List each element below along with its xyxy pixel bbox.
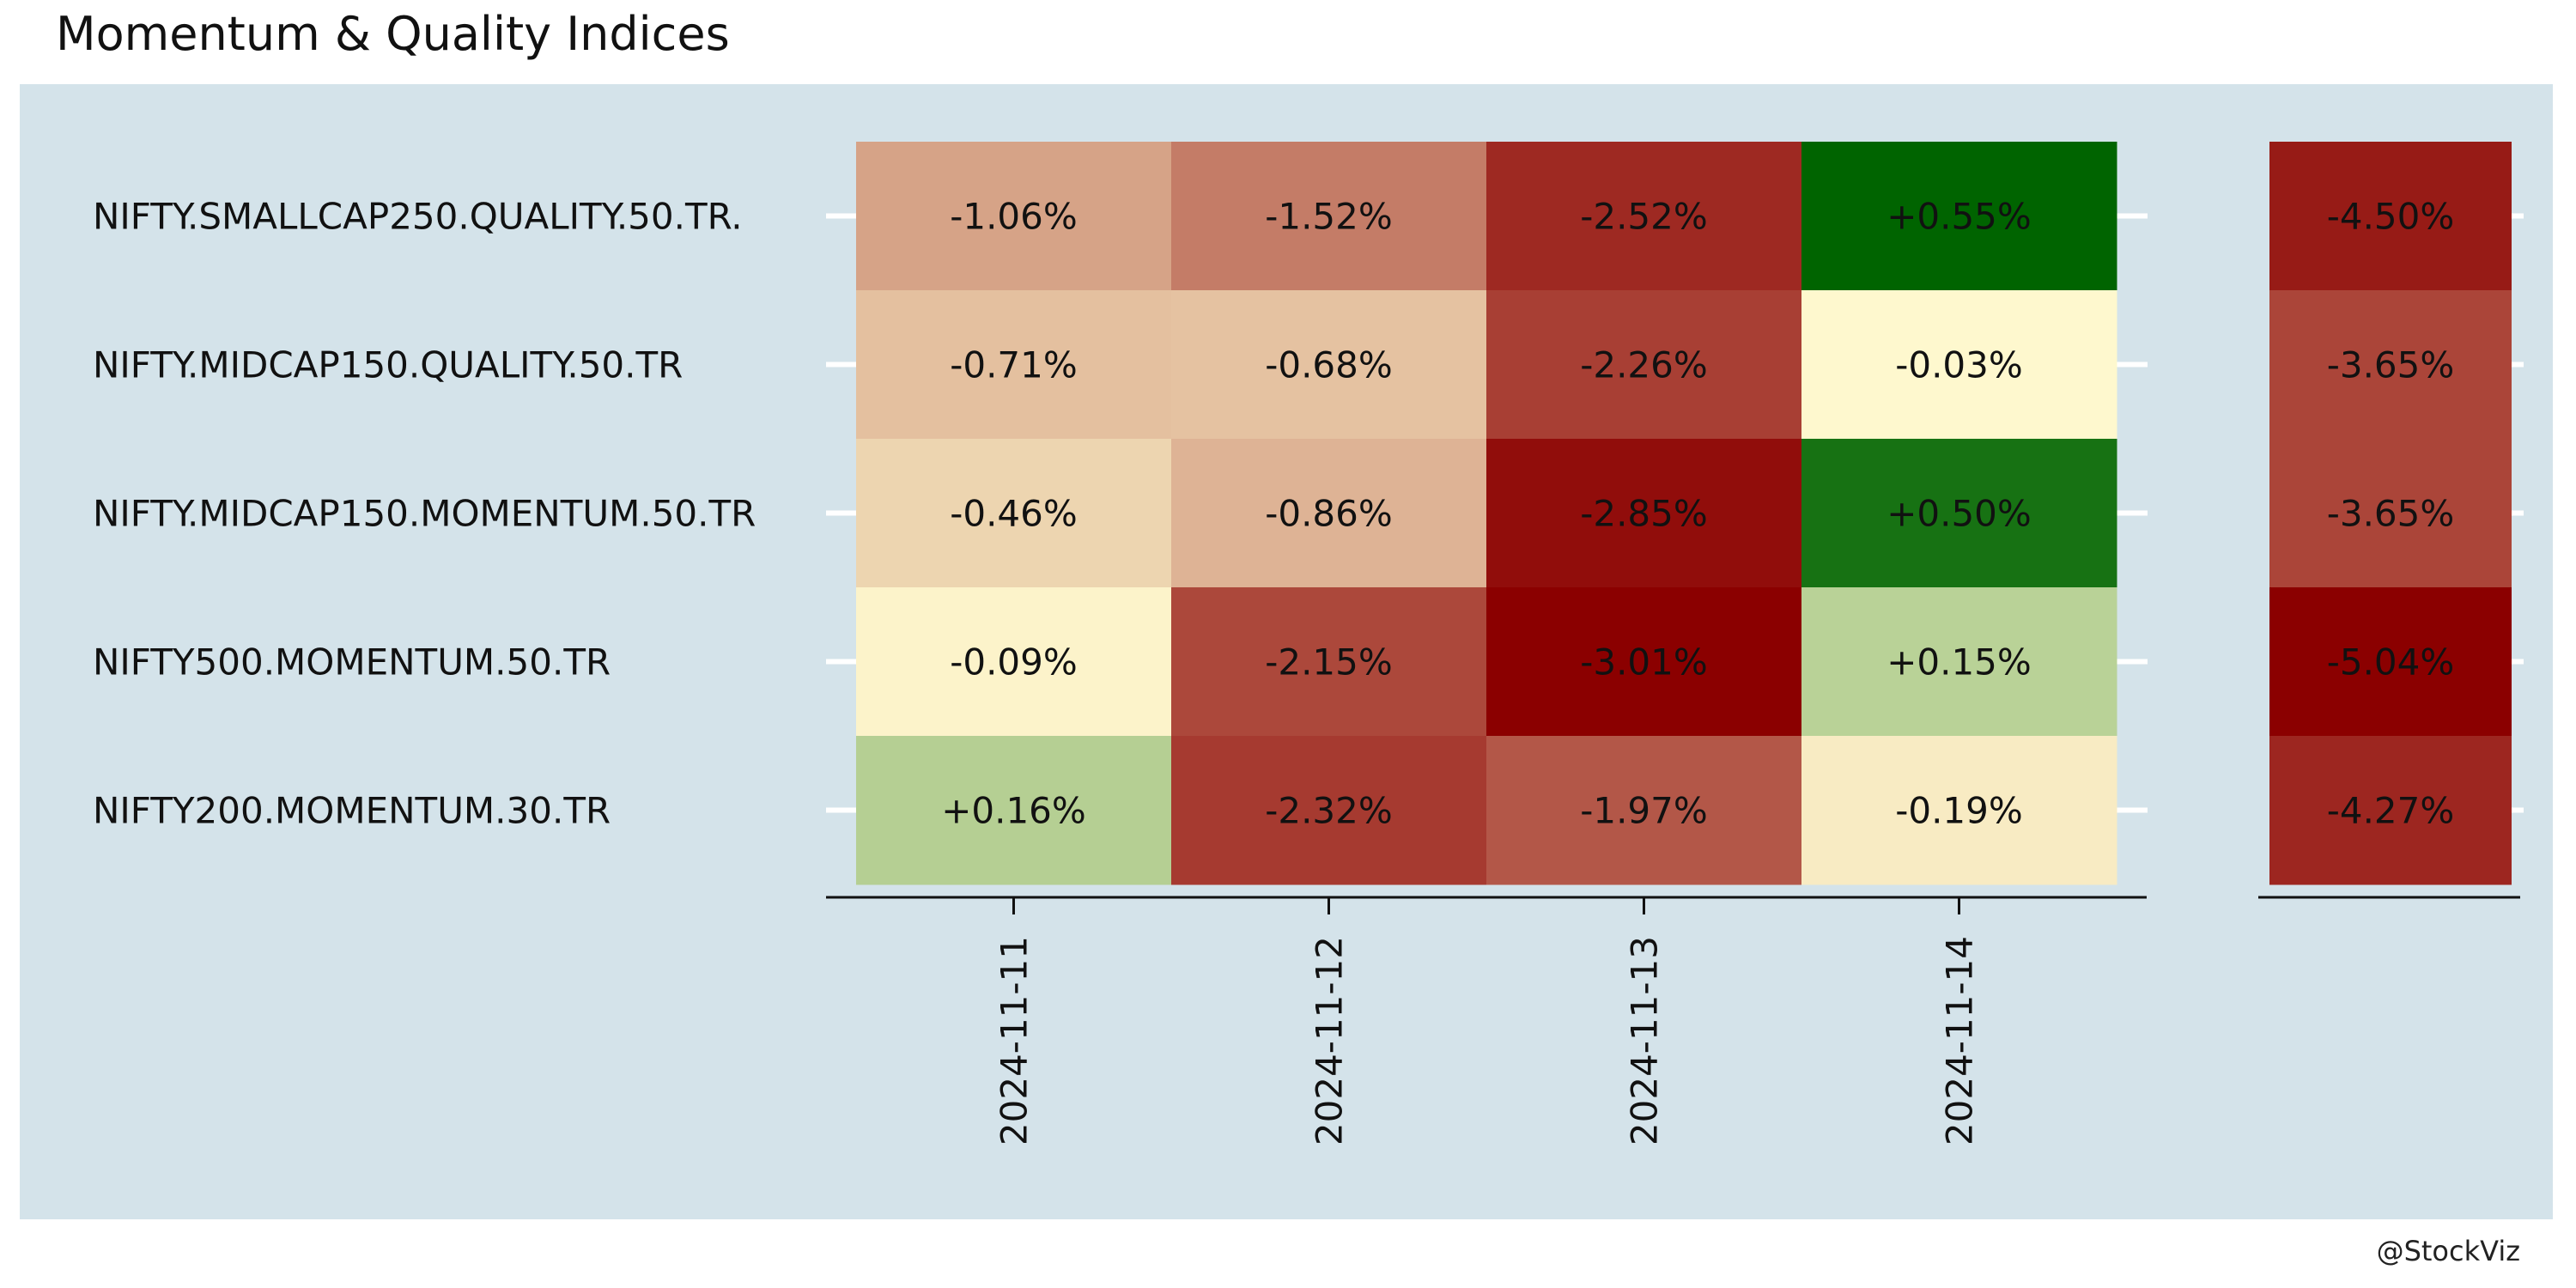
heatmap-cell [1171, 587, 1487, 737]
total-cell [2269, 439, 2512, 588]
heatmap-cell [856, 290, 1172, 440]
heatmap-cell [1801, 587, 2117, 737]
cell-value-label: +0.50% [1886, 493, 2032, 535]
total-cell [2269, 736, 2512, 885]
heatmap-cell [856, 587, 1172, 737]
cell-value-label: -0.09% [950, 641, 1078, 683]
row-labels: NIFTY.SMALLCAP250.QUALITY.50.TR. NIFTY.MI… [93, 196, 756, 832]
heatmap-cell [1171, 439, 1487, 588]
cell-value-label: -0.71% [950, 344, 1078, 386]
heatmap-cell [1486, 439, 1802, 588]
cell-value-label: -3.01% [1580, 641, 1708, 683]
row-label: NIFTY.MIDCAP150.MOMENTUM.50.TR [93, 493, 756, 535]
heatmap-cell [1486, 736, 1802, 885]
chart-caption: @StockViz [2377, 1235, 2520, 1267]
total-cell [2269, 587, 2512, 737]
total-cell [2269, 290, 2512, 440]
cell-value-label: -1.52% [1265, 196, 1393, 238]
heatmap-cell [856, 439, 1172, 588]
heatmap-cell [1171, 736, 1487, 885]
main-y-ticks [826, 213, 2524, 813]
heatmap-cell [1171, 142, 1487, 291]
cell-value-label: -2.15% [1265, 641, 1393, 683]
total-value-label: -3.65% [2327, 493, 2455, 535]
x-axes [826, 896, 2520, 914]
cell-value-label: -2.32% [1265, 790, 1393, 832]
cell-value-label: +0.15% [1886, 641, 2032, 683]
row-label: NIFTY.MIDCAP150.QUALITY.50.TR [93, 344, 683, 386]
row-label: NIFTY.SMALLCAP250.QUALITY.50.TR. [93, 196, 743, 238]
x-tick-labels: 2024-11-11 2024-11-12 2024-11-13 2024-11-14 [993, 936, 1981, 1145]
heatmap-cell [1801, 736, 2117, 885]
cell-value-label: -2.85% [1580, 493, 1708, 535]
row-label: NIFTY200.MOMENTUM.30.TR [93, 790, 611, 832]
total-value-label: -3.65% [2327, 344, 2455, 386]
cell-value-label: -1.97% [1580, 790, 1708, 832]
heatmap-cell [1801, 290, 2117, 440]
x-tick-label: 2024-11-12 [1309, 936, 1351, 1145]
chart-title: Momentum & Quality Indices [56, 7, 730, 61]
heatmap-cell [856, 736, 1172, 885]
cell-value-label: -1.06% [950, 196, 1078, 238]
heatmap-cell [1486, 142, 1802, 291]
heatmap-cell [1801, 439, 2117, 588]
cell-value-label: -2.26% [1580, 344, 1708, 386]
heatmap-cell [1486, 290, 1802, 440]
heatmap-cell [1171, 290, 1487, 440]
heatmap-cell [1486, 587, 1802, 737]
total-value-label: -4.50% [2327, 196, 2455, 238]
x-tick-label: 2024-11-13 [1624, 936, 1666, 1145]
heatmap-cell [856, 142, 1172, 291]
cell-value-label: +0.16% [941, 790, 1086, 832]
x-tick-label: 2024-11-14 [1939, 936, 1981, 1145]
row-label: NIFTY500.MOMENTUM.50.TR [93, 641, 611, 683]
cell-value-label: -0.19% [1895, 790, 2023, 832]
cell-value-label: +0.55% [1886, 196, 2032, 238]
main-heatmap-cells: -1.06% -1.52% -2.52% +0.55% -0.71% -0.68% -2.2… [856, 142, 2117, 885]
cell-value-label: -2.52% [1580, 196, 1708, 238]
cell-value-label: -0.86% [1265, 493, 1393, 535]
total-value-label: -5.04% [2327, 641, 2455, 683]
total-cell [2269, 142, 2512, 291]
heatmap-cell [1801, 142, 2117, 291]
cell-value-label: -0.03% [1895, 344, 2023, 386]
total-value-label: -4.27% [2327, 790, 2455, 832]
cell-value-label: -0.46% [950, 493, 1078, 535]
total-heatmap-cells: -4.50% -3.65% -3.65% -5.04% -4.27% [2269, 142, 2512, 885]
x-tick-label: 2024-11-11 [993, 936, 1036, 1145]
cell-value-label: -0.68% [1265, 344, 1393, 386]
